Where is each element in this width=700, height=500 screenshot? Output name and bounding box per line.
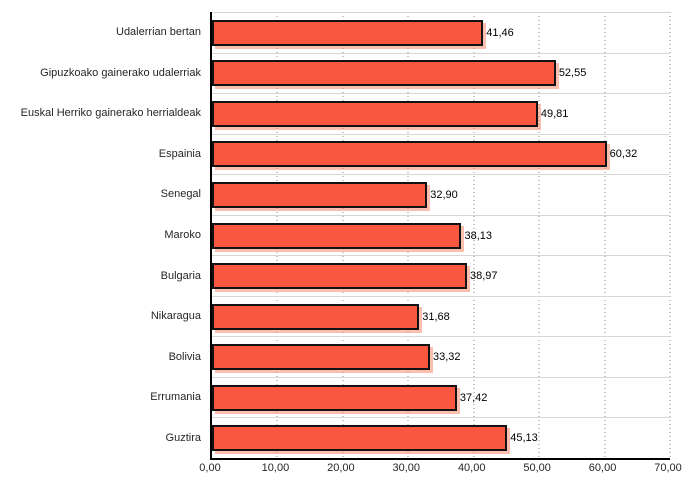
bar [212, 303, 420, 330]
value-axis: 0,00 10,00 20,00 30,00 40,00 50,00 60,00 70,00 [199, 462, 681, 476]
category-label: Bulgaria [160, 269, 201, 282]
bar-value-label: 52,55 [558, 67, 587, 80]
bar-value-label: 38,13 [464, 229, 492, 242]
category-label: Senegal [160, 188, 201, 201]
category-label: Espainia [158, 147, 201, 160]
bar [212, 60, 556, 87]
x-tick-label: 70,00 [654, 462, 682, 474]
gridline [473, 12, 475, 458]
bar-row: 38,97 [212, 255, 670, 296]
bar-value-label: 33,32 [433, 351, 461, 364]
category-label: Errumania [150, 391, 201, 404]
gridline [604, 12, 606, 458]
bar-row: 31,68 [212, 295, 670, 337]
bar-row: 60,32 [212, 133, 670, 175]
bar-value-label: 41,46 [486, 26, 514, 39]
bar-row: 45,13 [212, 417, 670, 458]
bar-row: 41,46 [212, 12, 670, 53]
category-label: Udalerrian bertan [116, 26, 201, 39]
plot-area: 41,46 52,55 49,81 60,32 32,90 38,13 38,9… [210, 12, 671, 460]
bar-row: 38,13 [212, 214, 670, 256]
bar-rows: 41,46 52,55 49,81 60,32 32,90 38,13 38,9… [212, 12, 670, 458]
bar [212, 425, 508, 452]
bar [212, 344, 430, 371]
bar-value-label: 31,68 [422, 310, 450, 323]
bar-value-label: 37,42 [459, 391, 488, 404]
bar-row: 49,81 [212, 93, 670, 134]
bar [212, 19, 484, 46]
category-label: Nikaragua [150, 310, 201, 323]
x-tick-label: 0,00 [199, 462, 221, 474]
category-label: Gipuzkoako gainerako udalerriak [40, 66, 201, 79]
bar [212, 181, 428, 208]
bar-value-label: 49,81 [540, 107, 569, 120]
bar-row: 37,42 [212, 376, 670, 418]
bar-row: 33,32 [212, 336, 670, 377]
x-tick-label: 60,00 [588, 462, 617, 474]
category-label: Guztira [165, 431, 201, 444]
bar [212, 384, 457, 411]
x-tick-label: 30,00 [392, 462, 421, 474]
bar-value-label: 45,13 [510, 432, 538, 445]
bar-row: 32,90 [212, 174, 670, 215]
category-label: Euskal Herriko gainerako herrialdeak [20, 107, 201, 120]
gridline [538, 12, 540, 458]
bar-value-label: 38,97 [469, 270, 498, 283]
bar-value-label: 32,90 [430, 188, 458, 201]
x-tick-label: 20,00 [327, 462, 355, 474]
x-tick-label: 40,00 [457, 462, 486, 474]
category-axis: Udalerrian bertan Gipuzkoako gainerako ud… [0, 12, 205, 458]
x-tick-label: 10,00 [261, 462, 290, 474]
bar [212, 263, 467, 290]
gridline [669, 12, 671, 458]
bar [212, 100, 538, 127]
bar [212, 222, 462, 249]
x-tick-label: 50,00 [523, 462, 551, 474]
category-label: Maroko [164, 229, 201, 241]
bar-row: 52,55 [212, 52, 670, 94]
bar [212, 141, 607, 168]
category-label: Bolivia [168, 350, 201, 363]
bar-value-label: 60,32 [609, 148, 638, 161]
